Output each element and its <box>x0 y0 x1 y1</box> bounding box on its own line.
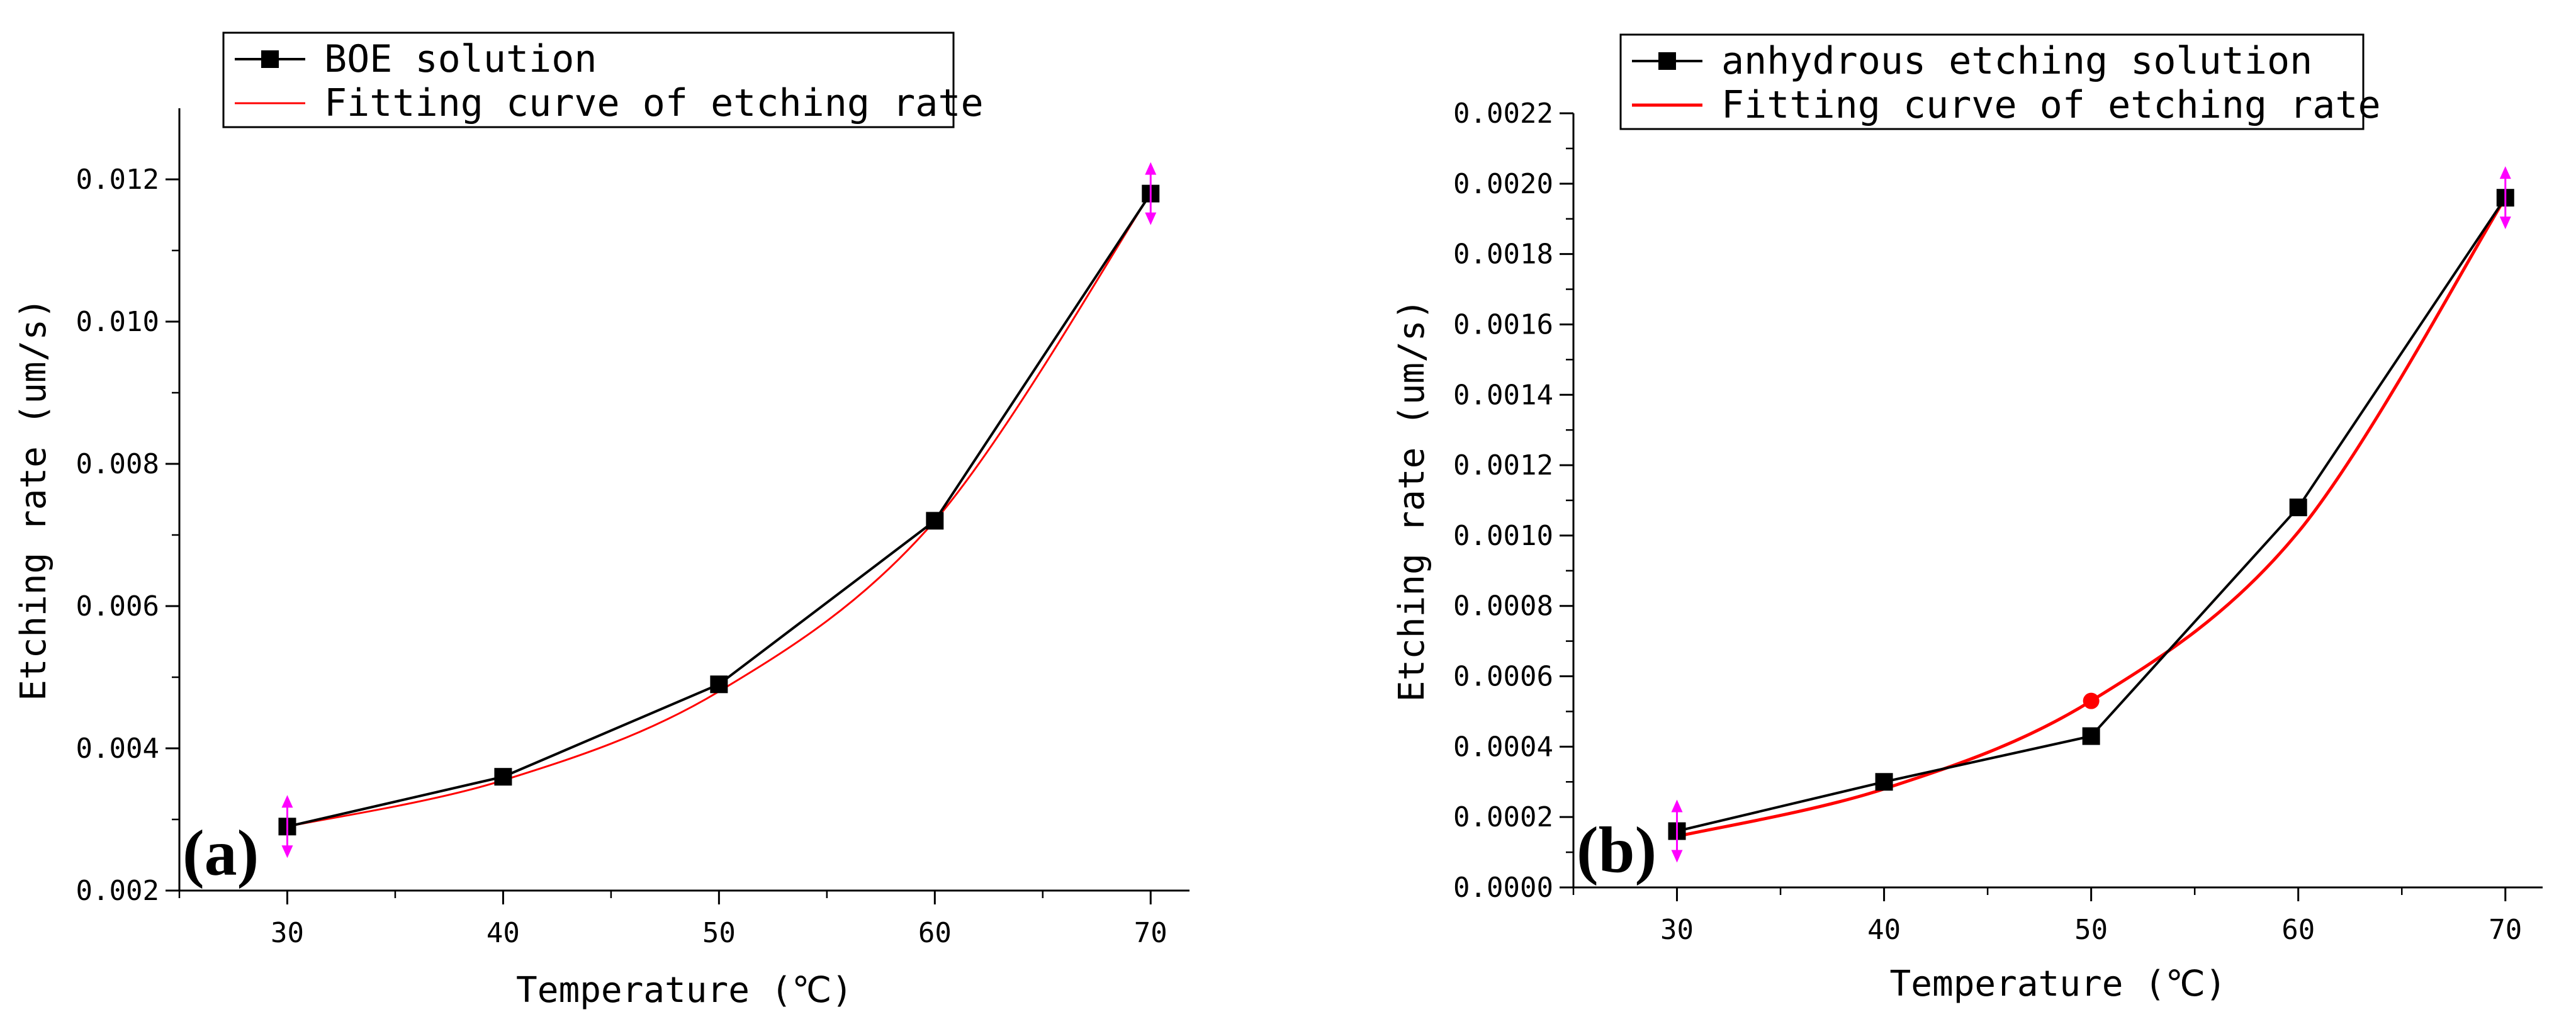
y-tick-label-b: 0.0008 <box>1453 590 1553 622</box>
arrow-head-up-a <box>281 795 293 808</box>
panel-label-b: (b) <box>1577 814 1656 886</box>
arrow-head-up-b <box>2499 166 2511 179</box>
data-point-marker-a <box>494 768 512 786</box>
series-line-fitting-curve-a <box>287 193 1152 828</box>
y-tick-label-b: 0.0002 <box>1453 801 1553 833</box>
legend-swatch-marker-b <box>1658 52 1676 70</box>
legend-label-fit-a: Fitting curve of etching rate <box>324 81 984 125</box>
series-line-fitting-curve-b <box>1676 196 2507 838</box>
legend-label-fit-b: Fitting curve of etching rate <box>1721 83 2381 127</box>
y-tick-label-a: 0.008 <box>76 448 159 480</box>
data-point-marker-b <box>1875 773 1893 791</box>
legend-box-a <box>222 31 955 128</box>
arrow-head-down-b <box>2499 217 2511 230</box>
y-tick-label-b: 0.0010 <box>1453 520 1553 552</box>
chart-panel-b: 30 40 50 60 70 0.0000 0.0002 0.0004 0.0006 0.0008… <box>1392 33 2543 1004</box>
x-axis-title-a: Temperature (℃) <box>516 970 853 1011</box>
data-point-marker-a <box>710 675 728 694</box>
y-tick-label-b: 0.0012 <box>1453 449 1553 481</box>
x-tick-label-b: 30 <box>1660 914 1694 946</box>
x-tick-label-a: 30 <box>271 917 304 949</box>
x-tick-label-a: 70 <box>1134 917 1167 949</box>
y-tick-label-b: 0.0016 <box>1453 308 1553 340</box>
y-axis-title-a: Etching rate (um/s) <box>13 298 54 701</box>
x-tick-label-a: 50 <box>702 917 736 949</box>
legend-swatch-marker-a <box>261 50 279 68</box>
arrow-head-down-a <box>1145 212 1157 225</box>
data-point-marker-b <box>2082 727 2100 745</box>
arrow-head-down-b <box>1671 850 1683 863</box>
y-axis-title-b: Etching rate (um/s) <box>1392 299 1432 702</box>
arrow-head-up-a <box>1145 162 1157 175</box>
x-tick-label-b: 40 <box>1867 914 1901 946</box>
data-point-marker-a <box>926 512 944 530</box>
y-tick-label-b: 0.0000 <box>1453 872 1553 904</box>
y-tick-label-b: 0.0006 <box>1453 661 1553 693</box>
legend-label-data-b: anhydrous etching solution <box>1721 39 2312 83</box>
x-tick-label-a: 60 <box>918 917 952 949</box>
y-tick-label-b: 0.0014 <box>1453 379 1553 411</box>
y-tick-label-a: 0.012 <box>76 164 159 196</box>
series-line-data-a <box>287 193 1152 828</box>
arrow-head-down-a <box>281 845 293 858</box>
x-axis-title-b: Temperature (℃) <box>1890 964 2227 1004</box>
chart-panel-a: 30 40 50 60 70 0.002 0.004 0.006 0.008 0.010 0.012… <box>13 31 1190 1011</box>
y-tick-label-a: 0.002 <box>76 875 159 907</box>
y-tick-label-a: 0.006 <box>76 590 159 622</box>
x-tick-label-a: 40 <box>487 917 520 949</box>
y-tick-label-a: 0.004 <box>76 733 159 765</box>
legend-box-b <box>1619 33 2365 130</box>
fit-point-marker-b <box>2083 692 2100 709</box>
y-tick-label-b: 0.0020 <box>1453 168 1553 200</box>
x-tick-label-b: 50 <box>2074 914 2108 946</box>
x-tick-label-b: 60 <box>2281 914 2315 946</box>
arrow-head-up-b <box>1671 799 1683 813</box>
y-tick-label-b: 0.0022 <box>1453 98 1553 130</box>
y-tick-label-a: 0.010 <box>76 306 159 338</box>
data-point-marker-b <box>2289 498 2307 517</box>
panel-label-a: (a) <box>183 817 259 889</box>
legend-label-data-a: BOE solution <box>324 37 597 81</box>
x-tick-label-b: 70 <box>2489 914 2522 946</box>
y-tick-label-b: 0.0004 <box>1453 731 1553 763</box>
y-tick-label-b: 0.0018 <box>1453 239 1553 271</box>
